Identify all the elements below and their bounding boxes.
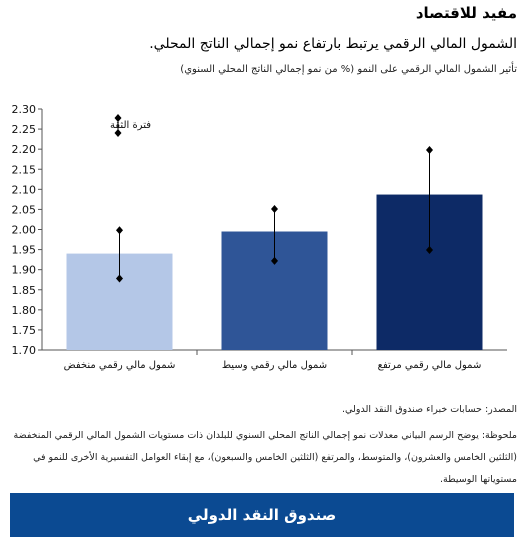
x-category-label-1: شمول مالي رقمي منخفض: [64, 360, 176, 371]
y-tick-label-1: 1.75: [12, 324, 37, 337]
chart-subtitle: الشمول المالي الرقمي يرتبط بارتفاع نمو إ…: [149, 36, 517, 52]
y-tick-label-12: 2.30: [12, 103, 37, 116]
y-tick-label-2: 1.80: [12, 304, 37, 317]
x-category-label-3: شمول مالي رقمي مرتفع: [378, 360, 482, 371]
error-bar-high-marker-1: [116, 226, 123, 235]
y-tick-label-4: 1.90: [12, 264, 37, 277]
y-tick-label-0: 1.70: [12, 344, 37, 357]
imf-brand-bar: صندوق النقد الدولي: [10, 493, 514, 537]
y-tick-label-3: 1.85: [12, 284, 37, 297]
legend-marker-bottom: [114, 129, 122, 137]
bar-chart: 1.70 1.75 1.80 1.85 1.90 1.95 2.00 2.05 2.10 2.15…: [12, 103, 507, 371]
y-tick-label-5: 1.95: [12, 244, 37, 257]
error-bar-low-marker-3: [426, 245, 433, 254]
x-category-label-2: شمول مالي رقمي وسيط: [222, 360, 327, 371]
source-note: المصدر: حسابات خبراء صندوق النقد الدولي.: [342, 404, 517, 415]
y-tick-label-8: 2.10: [12, 183, 37, 196]
error-bar-low-marker-1: [116, 274, 123, 283]
legend-label: فترة الثقة: [110, 120, 151, 131]
legend-marker-top: [114, 114, 122, 122]
chart-caption: تأثير الشمول المالي الرقمي على النمو (% …: [180, 64, 517, 75]
y-tick-label-11: 2.25: [12, 123, 37, 136]
error-bar-low-marker-2: [271, 256, 278, 265]
y-tick-label-10: 2.20: [12, 143, 37, 156]
y-tick-label-7: 2.05: [12, 203, 37, 216]
error-bar-high-marker-3: [426, 145, 433, 154]
y-tick-label-9: 2.15: [12, 163, 37, 176]
error-bar-high-marker-2: [271, 205, 278, 214]
y-tick-label-6: 2.00: [12, 224, 37, 237]
chart-note: ملحوظة: يوضح الرسم البياني معدلات نمو إج…: [13, 430, 518, 485]
page-title: مفيد للاقتصاد: [415, 4, 517, 22]
